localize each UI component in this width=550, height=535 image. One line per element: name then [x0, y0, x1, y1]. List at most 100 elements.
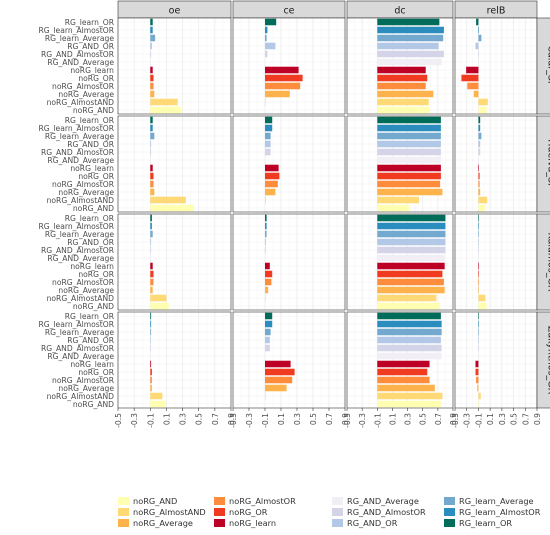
- bar-noRG_learn: [265, 67, 299, 74]
- legend-item-noRG_learn: noRG_learn: [214, 518, 276, 528]
- x-tick-label: 0.1: [277, 413, 286, 425]
- bar-RG_learn_AlmostOR: [265, 321, 272, 328]
- legend-label: noRG_learn: [229, 518, 276, 528]
- bar-RG_AND_AlmostOR: [478, 345, 479, 352]
- bar-noRG_learn: [476, 361, 479, 368]
- bar-noRG_OR: [377, 369, 427, 376]
- bar-noRG_learn: [377, 165, 441, 172]
- bar-noRG_OR: [265, 369, 295, 376]
- bar-noRG_AND: [150, 401, 165, 408]
- bar-noRG_OR: [377, 271, 442, 278]
- x-tick-label: 0.1: [388, 413, 397, 425]
- bar-noRG_AND: [478, 107, 486, 114]
- bar-noRG_learn: [150, 361, 151, 368]
- legend-swatch: [444, 497, 455, 505]
- bar-RG_AND_OR: [265, 43, 275, 50]
- bar-noRG_Average: [150, 189, 154, 196]
- bar-RG_AND_AlmostOR: [150, 149, 151, 156]
- bar-RG_learn_AlmostOR: [150, 223, 152, 230]
- legend-label: noRG_OR: [229, 507, 267, 517]
- bar-RG_AND_AlmostOR: [478, 51, 479, 58]
- bar-RG_AND_OR: [150, 337, 151, 344]
- legend-label: RG_learn_Average: [459, 496, 534, 506]
- bar-noRG_AlmostAND: [265, 197, 266, 204]
- bar-RG_AND_AlmostOR: [377, 149, 441, 156]
- bar-noRG_AND: [265, 401, 266, 408]
- bar-noRG_AlmostOR: [377, 279, 444, 286]
- bar-RG_learn_AlmostOR: [150, 321, 151, 328]
- legend-swatch: [444, 508, 455, 516]
- bar-noRG_AlmostAND: [377, 295, 436, 302]
- bar-RG_learn_Average: [377, 133, 441, 140]
- bar-RG_learn_Average: [150, 329, 151, 336]
- bar-RG_AND_Average: [377, 353, 441, 360]
- bar-RG_AND_Average: [478, 353, 479, 360]
- x-tick-label: 0.7: [521, 413, 530, 425]
- x-tick-label: 0.3: [498, 413, 507, 425]
- bar-RG_AND_OR: [150, 239, 151, 246]
- bar-RG_AND_OR: [265, 141, 271, 148]
- bar-RG_learn_Average: [150, 133, 154, 140]
- bar-noRG_Average: [150, 91, 154, 98]
- bar-RG_AND_OR: [478, 337, 479, 344]
- bar-noRG_learn: [150, 263, 152, 270]
- bar-noRG_Average: [478, 189, 480, 196]
- legend-item-noRG_AND: noRG_AND: [118, 496, 177, 506]
- bar-RG_AND_Average: [377, 59, 441, 66]
- bar-RG_learn_OR: [478, 313, 479, 320]
- legend-swatch: [118, 508, 129, 516]
- bar-RG_learn_AlmostOR: [478, 125, 480, 132]
- bar-RG_AND_OR: [377, 337, 441, 344]
- bar-noRG_Average: [377, 287, 444, 294]
- bar-noRG_learn: [478, 263, 479, 270]
- legend-swatch: [214, 519, 225, 527]
- legend-label: RG_learn_AlmostOR: [459, 507, 540, 517]
- facet-label-oe: oe: [169, 6, 181, 17]
- x-tick-label: 0.9: [533, 413, 542, 425]
- bar-noRG_OR: [265, 173, 279, 180]
- bar-RG_AND_AlmostOR: [265, 345, 270, 352]
- bar-RG_AND_Average: [377, 255, 444, 262]
- x-tick-label: 0.7: [325, 413, 334, 425]
- bar-RG_learn_AlmostOR: [265, 223, 267, 230]
- bar-noRG_AlmostAND: [478, 393, 480, 400]
- bar-RG_learn_AlmostOR: [377, 223, 445, 230]
- bar-RG_learn_OR: [150, 19, 152, 26]
- bar-RG_learn_OR: [377, 19, 439, 26]
- bar-RG_AND_OR: [377, 239, 445, 246]
- x-tick-label: 0.7: [434, 413, 443, 425]
- facet-label-ce: ce: [283, 6, 294, 17]
- bar-RG_AND_OR: [377, 141, 441, 148]
- bar-noRG_AlmostOR: [265, 279, 271, 286]
- legend-label: RG_learn_OR: [459, 518, 512, 528]
- bar-noRG_AlmostAND: [265, 99, 266, 106]
- bar-noRG_AlmostOR: [150, 377, 152, 384]
- bar-noRG_learn: [150, 67, 152, 74]
- bar-noRG_Average: [150, 385, 152, 392]
- x-tick-label: -0.3: [358, 413, 367, 428]
- bar-noRG_Average: [265, 287, 268, 294]
- bar-RG_learn_OR: [478, 117, 480, 124]
- legend-label: noRG_AND: [133, 496, 177, 506]
- legend-swatch: [332, 497, 343, 505]
- bar-RG_learn_AlmostOR: [265, 125, 272, 132]
- legend-swatch: [214, 508, 225, 516]
- bar-noRG_AlmostAND: [478, 197, 487, 204]
- bar-noRG_OR: [377, 75, 427, 82]
- bar-RG_learn_OR: [478, 215, 479, 222]
- bar-RG_learn_AlmostOR: [265, 27, 267, 34]
- bar-noRG_OR: [478, 173, 479, 180]
- x-tick-label: -0.5: [451, 413, 460, 428]
- bar-noRG_AND: [150, 107, 181, 114]
- x-tick-label: -0.5: [343, 413, 352, 428]
- bar-RG_AND_AlmostOR: [377, 345, 441, 352]
- bar-noRG_AlmostOR: [478, 181, 479, 188]
- bar-noRG_Average: [150, 287, 152, 294]
- bar-noRG_OR: [265, 271, 272, 278]
- bar-RG_AND_OR: [377, 43, 438, 50]
- x-tick-label: 0.5: [195, 413, 204, 425]
- bar-RG_learn_AlmostOR: [150, 27, 152, 34]
- bar-RG_AND_Average: [265, 59, 266, 66]
- legend-label: RG_AND_AlmostOR: [347, 507, 426, 517]
- bar-noRG_AlmostAND: [377, 393, 442, 400]
